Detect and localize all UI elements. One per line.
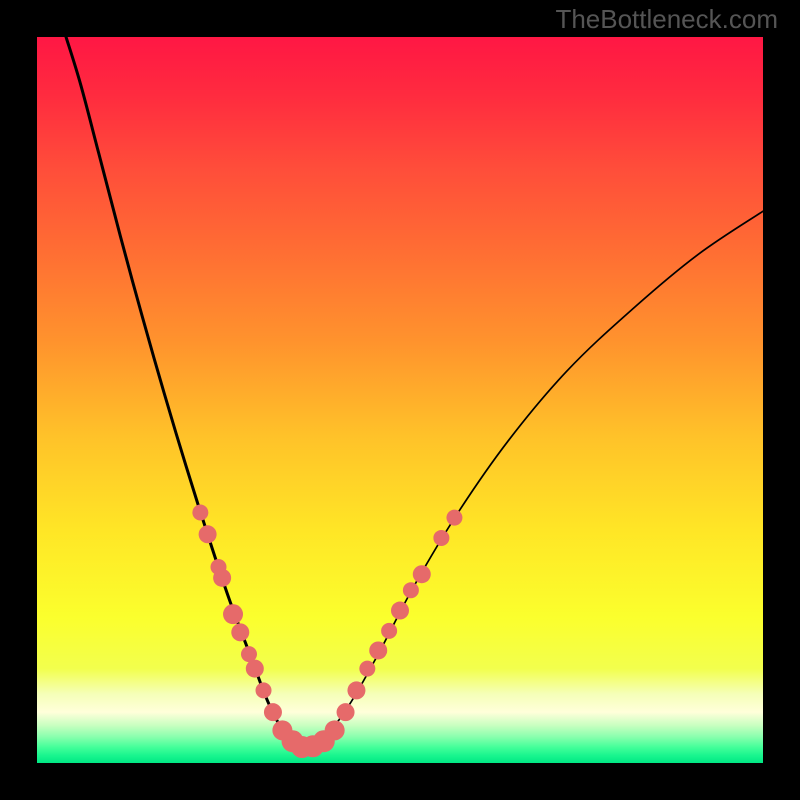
data-marker [213, 569, 231, 587]
data-marker [391, 602, 409, 620]
data-marker [369, 641, 387, 659]
data-marker [246, 660, 264, 678]
data-marker [264, 703, 282, 721]
data-marker [223, 604, 243, 624]
data-marker [433, 530, 449, 546]
watermark-text: TheBottleneck.com [555, 4, 778, 34]
data-marker [337, 703, 355, 721]
bottleneck-chart: TheBottleneck.com [0, 0, 800, 800]
data-marker [256, 682, 272, 698]
data-marker [446, 510, 462, 526]
data-marker [359, 661, 375, 677]
data-marker [413, 565, 431, 583]
data-marker [231, 623, 249, 641]
data-marker [403, 582, 419, 598]
data-marker [347, 681, 365, 699]
plot-area [37, 37, 763, 763]
data-marker [199, 525, 217, 543]
data-marker [192, 505, 208, 521]
data-marker [381, 623, 397, 639]
data-marker [325, 720, 345, 740]
